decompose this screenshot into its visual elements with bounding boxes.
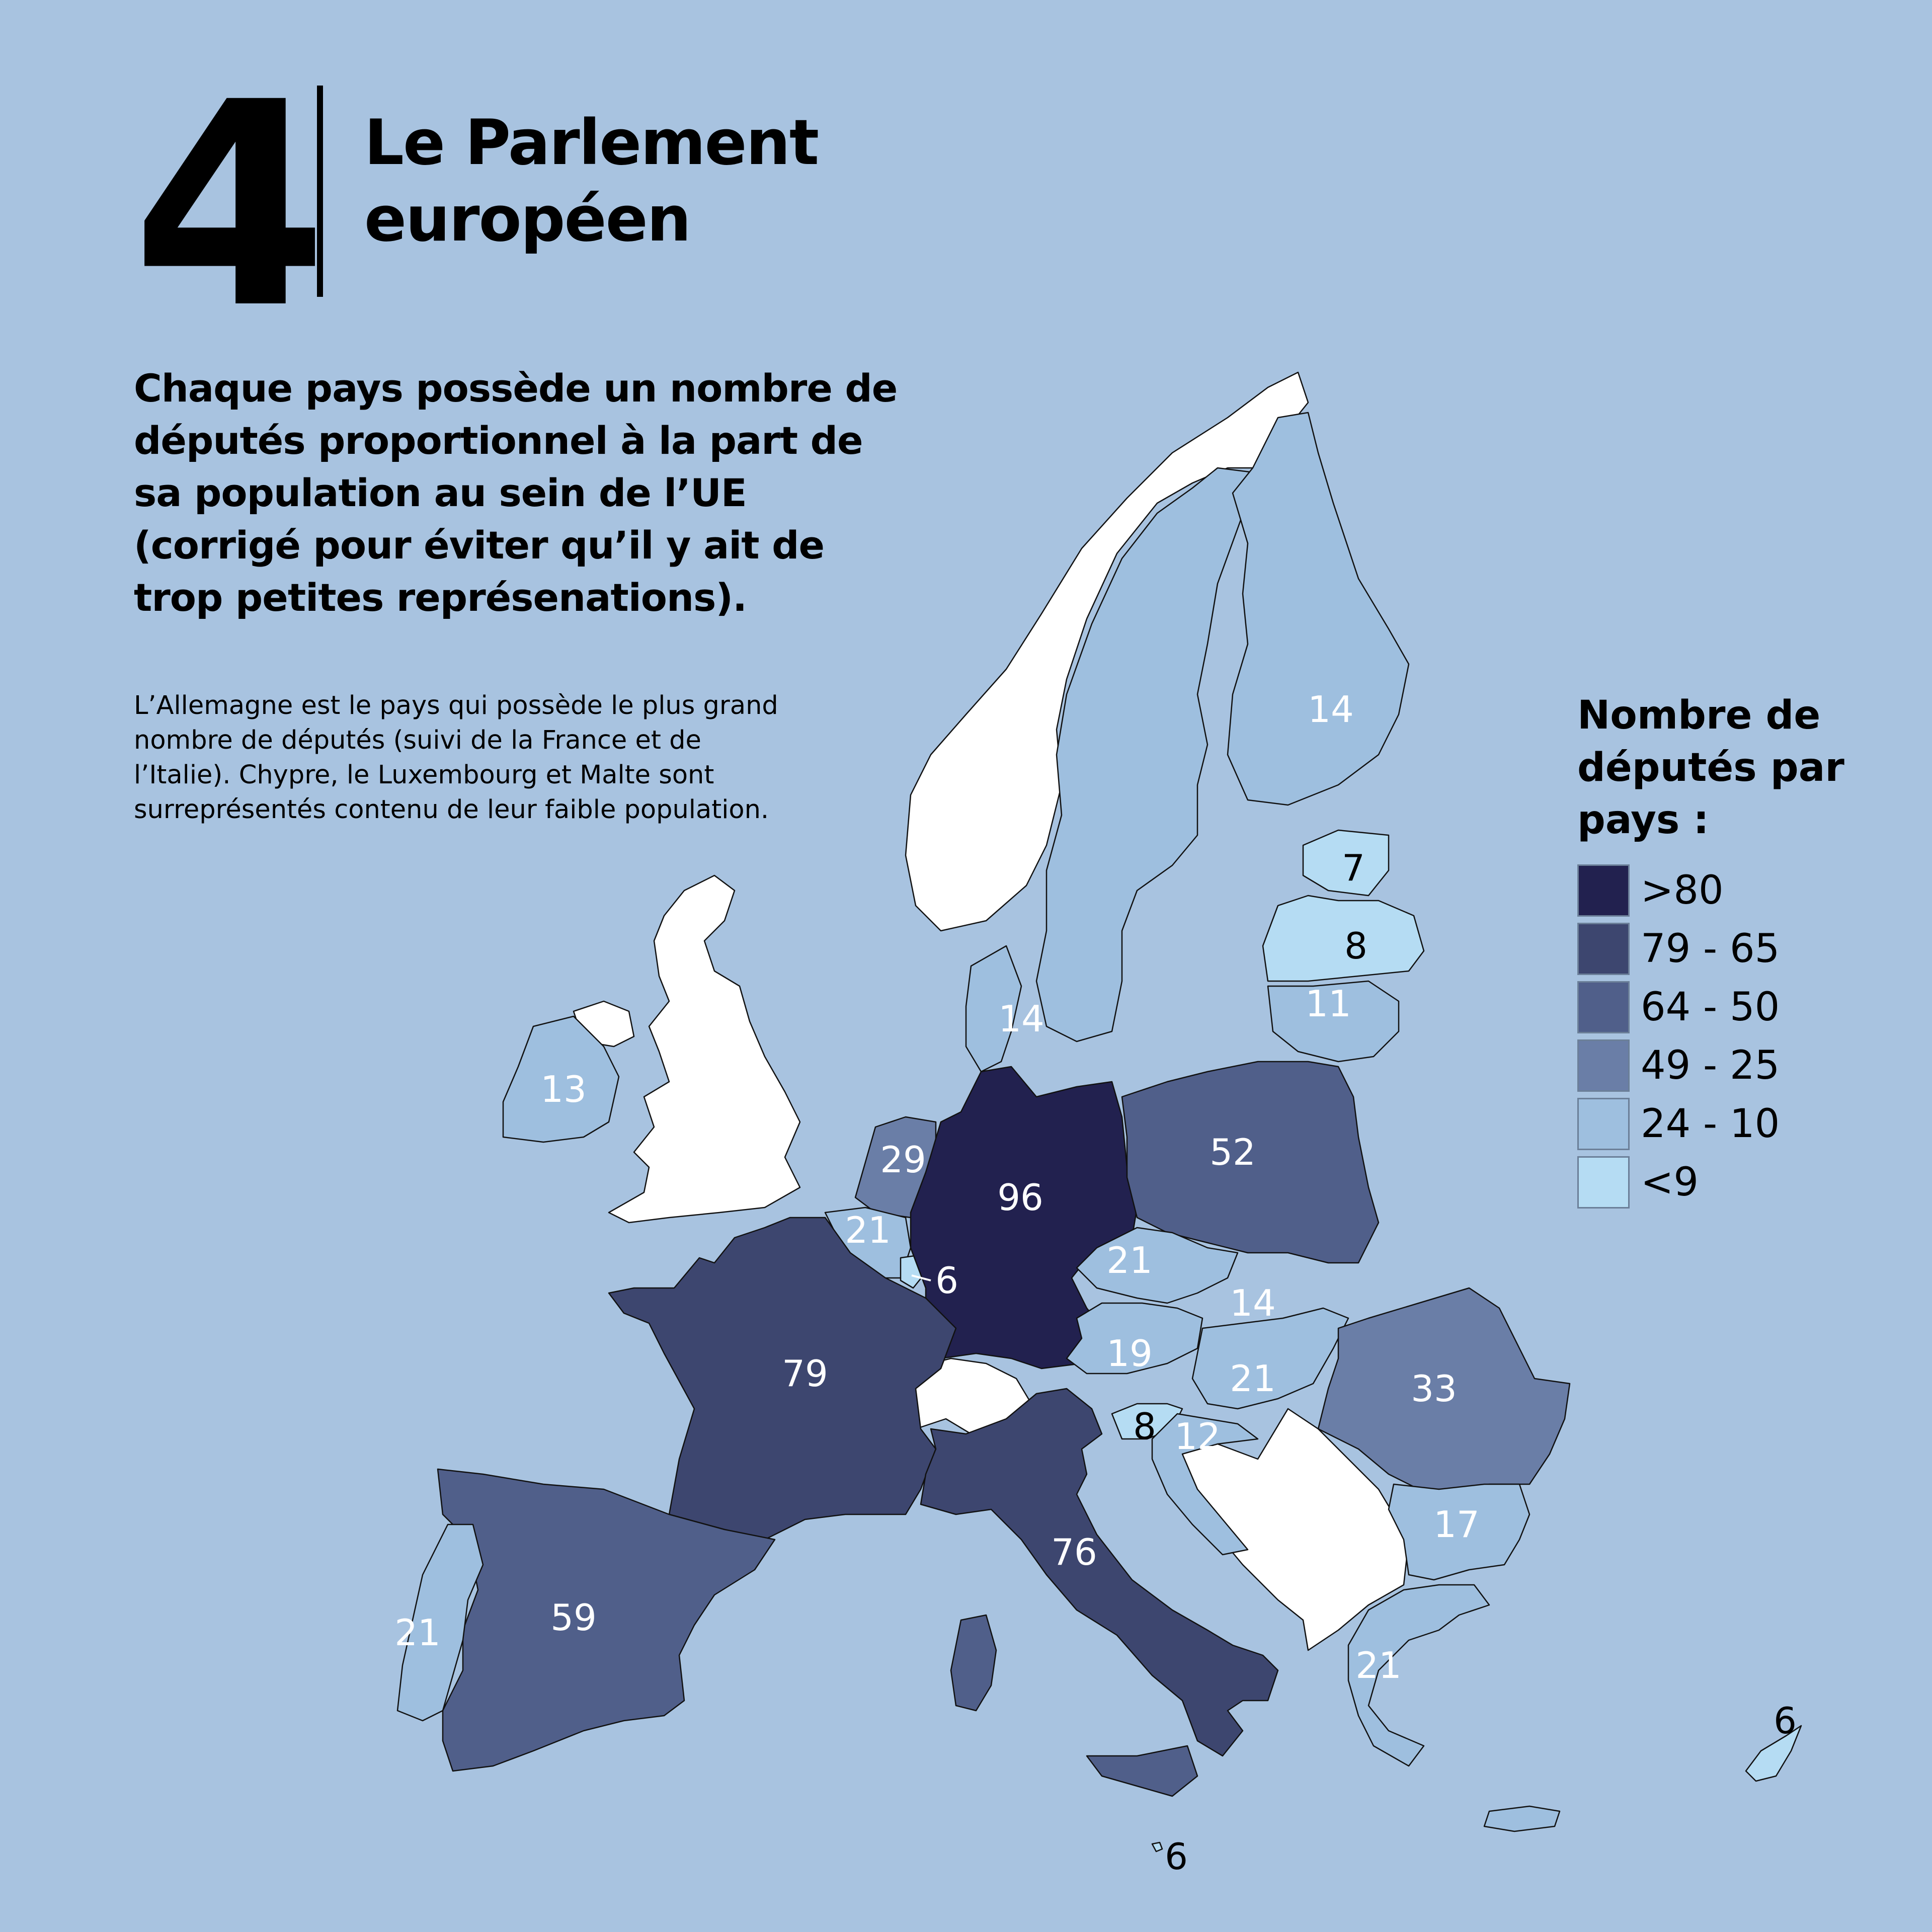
legend-swatch	[1577, 1098, 1630, 1150]
country-portugal	[396, 1523, 484, 1722]
legend-swatch	[1577, 864, 1630, 917]
country-croatia	[1151, 1413, 1259, 1556]
country-malta	[1151, 1841, 1163, 1853]
chapter-number: 4	[132, 42, 328, 370]
country-austria	[1066, 1302, 1203, 1375]
country-western-balkans	[1176, 1408, 1410, 1651]
value-label-france: 79	[782, 1352, 828, 1395]
country-italy	[920, 1388, 1279, 1757]
value-label-slovakia: 14	[1230, 1282, 1276, 1324]
legend-swatch	[1577, 1156, 1630, 1209]
country-finland	[1227, 412, 1410, 806]
country-sweden	[1035, 467, 1259, 1042]
legend-item: 24 - 10	[1577, 1095, 1859, 1153]
legend-label: 79 - 65	[1641, 926, 1780, 972]
legend-label: >80	[1641, 868, 1724, 913]
title-divider	[317, 86, 323, 297]
country-crete	[1483, 1805, 1561, 1832]
value-label-netherlands: 29	[880, 1139, 926, 1181]
legend-item: <9	[1577, 1153, 1859, 1212]
value-label-belgium: 21	[845, 1209, 891, 1251]
legend: Nombre de députés par pays : >80 79 - 65 6…	[1577, 689, 1859, 1212]
country-hungary	[1191, 1307, 1349, 1410]
value-label-finland: 14	[1308, 688, 1354, 731]
country-estonia	[1302, 829, 1390, 897]
legend-label: 49 - 25	[1641, 1043, 1780, 1088]
value-label-croatia: 12	[1174, 1415, 1221, 1458]
lead-paragraph: Chaque pays possède un nombre de députés…	[134, 366, 898, 620]
country-greece	[1347, 1584, 1490, 1767]
value-label-poland: 52	[1210, 1131, 1256, 1173]
legend-swatch	[1577, 923, 1630, 975]
legend-title: Nombre de députés par pays :	[1577, 693, 1844, 843]
country-czechia	[1076, 1227, 1239, 1304]
country-latvia	[1262, 895, 1425, 982]
country-cyprus	[1745, 1725, 1802, 1782]
country-norway	[905, 371, 1309, 932]
value-label-spain: 59	[550, 1596, 597, 1639]
legend-item: 64 - 50	[1577, 978, 1859, 1036]
legend-label: <9	[1641, 1160, 1699, 1205]
legend-item: 49 - 25	[1577, 1036, 1859, 1095]
value-label-slovenia: 8	[1133, 1405, 1156, 1447]
country-lithuania	[1267, 980, 1400, 1063]
value-label-portugal: 21	[394, 1612, 441, 1654]
legend-item: >80	[1577, 861, 1859, 920]
value-label-austria: 19	[1106, 1332, 1153, 1375]
legend-items: >80 79 - 65 64 - 50 49 - 25 24 - 10 <9	[1577, 861, 1859, 1212]
country-bulgaria	[1388, 1483, 1531, 1581]
value-label-hungary: 21	[1230, 1357, 1276, 1400]
country-romania	[1317, 1287, 1571, 1490]
country-sicily	[1086, 1745, 1198, 1797]
value-label-italy: 76	[1051, 1531, 1097, 1573]
value-label-romania: 33	[1411, 1367, 1457, 1410]
value-label-germany: 96	[997, 1176, 1043, 1219]
value-label-denmark: 14	[998, 998, 1044, 1040]
value-label-malta: 6	[1165, 1835, 1188, 1878]
body-paragraph: L’Allemagne est le pays qui possède le p…	[134, 691, 778, 825]
legend-swatch	[1577, 1039, 1630, 1092]
value-label-czechia: 21	[1106, 1239, 1153, 1281]
legend-item: 79 - 65	[1577, 920, 1859, 978]
country-uk	[608, 874, 801, 1224]
legend-label: 64 - 50	[1641, 985, 1780, 1030]
value-label-bulgaria: 17	[1433, 1503, 1480, 1546]
value-label-cyprus: 6	[1774, 1700, 1797, 1742]
legend-label: 24 - 10	[1641, 1101, 1780, 1147]
luxembourg-callout-line	[911, 1274, 931, 1281]
country-denmark	[965, 945, 1022, 1073]
value-label-latvia: 8	[1344, 925, 1367, 967]
value-label-luxembourg: 6	[935, 1259, 958, 1302]
value-label-greece: 21	[1355, 1644, 1402, 1686]
legend-swatch	[1577, 981, 1630, 1033]
value-label-lithuania: 11	[1305, 983, 1351, 1025]
country-sardinia	[950, 1614, 997, 1712]
country-poland	[1121, 1061, 1380, 1264]
country-ireland	[502, 1015, 620, 1143]
value-label-estonia: 7	[1342, 847, 1365, 889]
page-title: Le Parlement européen	[364, 107, 819, 256]
value-label-ireland: 13	[540, 1068, 587, 1110]
